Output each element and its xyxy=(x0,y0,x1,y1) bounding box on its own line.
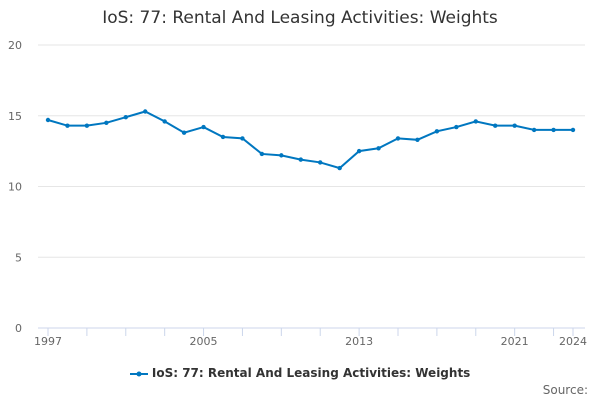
data-point xyxy=(337,165,342,171)
y-tick-label: 20 xyxy=(8,39,22,52)
data-point xyxy=(104,120,109,126)
x-tick-label: 2021 xyxy=(501,335,529,348)
data-point xyxy=(531,127,537,133)
data-point xyxy=(220,134,226,140)
x-tick-label: 2005 xyxy=(190,335,218,348)
y-tick-label: 5 xyxy=(15,251,22,264)
source-label[interactable]: Source: xyxy=(542,383,588,397)
data-point xyxy=(493,123,498,128)
data-point xyxy=(551,127,556,133)
legend-label: IoS: 77: Rental And Leasing Activities: … xyxy=(151,366,471,380)
data-point xyxy=(259,151,265,157)
data-point xyxy=(298,157,303,162)
data-point xyxy=(123,114,128,120)
y-tick-label: 0 xyxy=(15,322,22,335)
data-point xyxy=(415,137,420,143)
y-tick-label: 15 xyxy=(8,110,22,123)
legend-marker-icon xyxy=(129,371,148,376)
data-point xyxy=(84,123,90,128)
series-line xyxy=(47,110,573,170)
data-point xyxy=(356,148,362,154)
data-point xyxy=(279,153,284,158)
data-point xyxy=(240,136,245,141)
x-tick-label: 1997 xyxy=(34,335,62,348)
x-tick-label: 2013 xyxy=(345,335,373,348)
legend-item[interactable]: IoS: 77: Rental And Leasing Activities: … xyxy=(0,366,600,380)
data-point xyxy=(65,123,70,128)
data-point xyxy=(162,119,167,124)
data-point xyxy=(570,127,576,133)
y-tick-label: 10 xyxy=(8,181,22,194)
data-point xyxy=(143,109,148,114)
data-point xyxy=(434,129,440,134)
data-point xyxy=(473,119,478,124)
data-point xyxy=(318,160,323,165)
x-tick-label: 2024 xyxy=(559,335,587,348)
data-point xyxy=(512,123,517,128)
data-point xyxy=(181,130,187,135)
data-point xyxy=(454,124,459,130)
chart-title: IoS: 77: Rental And Leasing Activities: … xyxy=(102,8,498,28)
data-point xyxy=(376,146,381,151)
data-point xyxy=(45,117,51,123)
data-point xyxy=(201,124,206,130)
data-point xyxy=(395,136,401,141)
